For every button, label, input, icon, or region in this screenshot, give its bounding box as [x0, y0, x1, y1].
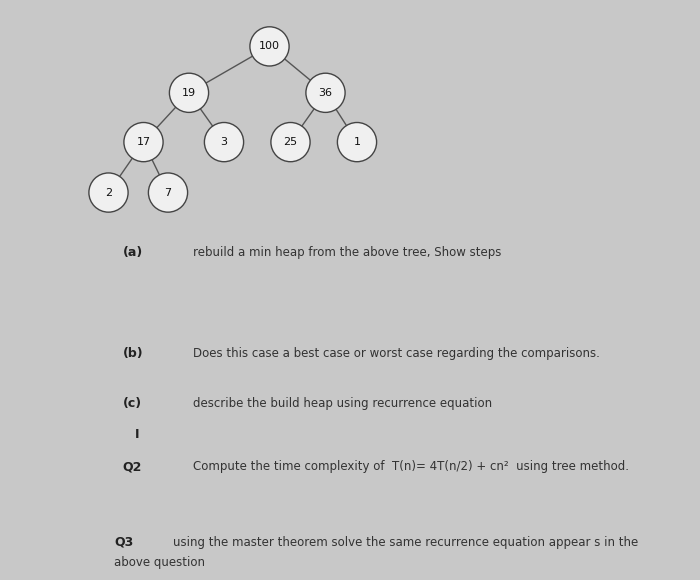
Text: describe the build heap using recurrence equation: describe the build heap using recurrence…: [193, 397, 491, 409]
Ellipse shape: [124, 122, 163, 162]
Text: 17: 17: [136, 137, 150, 147]
Text: Q3: Q3: [114, 536, 134, 549]
Text: I: I: [134, 429, 139, 441]
Ellipse shape: [148, 173, 188, 212]
Text: Q2: Q2: [122, 461, 142, 473]
Text: 1: 1: [354, 137, 360, 147]
Text: using the master theorem solve the same recurrence equation appear s in the: using the master theorem solve the same …: [173, 536, 638, 549]
Text: Compute the time complexity of  T(n)= 4T(n/2) + cn²  using tree method.: Compute the time complexity of T(n)= 4T(…: [193, 461, 629, 473]
Text: 100: 100: [259, 41, 280, 52]
Text: above question: above question: [114, 556, 205, 569]
Text: 3: 3: [220, 137, 228, 147]
Text: 19: 19: [182, 88, 196, 98]
Text: Does this case a best case or worst case regarding the comparisons.: Does this case a best case or worst case…: [193, 347, 599, 360]
Text: 36: 36: [318, 88, 332, 98]
Ellipse shape: [204, 122, 244, 162]
Text: rebuild a min heap from the above tree, Show steps: rebuild a min heap from the above tree, …: [193, 246, 501, 259]
Text: 2: 2: [105, 187, 112, 198]
Ellipse shape: [306, 73, 345, 113]
Ellipse shape: [337, 122, 377, 162]
Ellipse shape: [169, 73, 209, 113]
Ellipse shape: [271, 122, 310, 162]
Text: 7: 7: [164, 187, 172, 198]
Text: (c): (c): [122, 397, 141, 409]
Text: (a): (a): [122, 246, 143, 259]
Text: (b): (b): [122, 347, 143, 360]
Ellipse shape: [89, 173, 128, 212]
Ellipse shape: [250, 27, 289, 66]
Text: 25: 25: [284, 137, 298, 147]
